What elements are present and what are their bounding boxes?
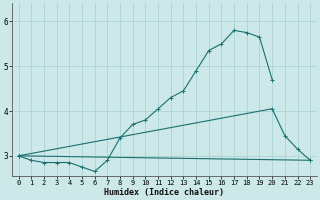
X-axis label: Humidex (Indice chaleur): Humidex (Indice chaleur) [104, 188, 224, 197]
